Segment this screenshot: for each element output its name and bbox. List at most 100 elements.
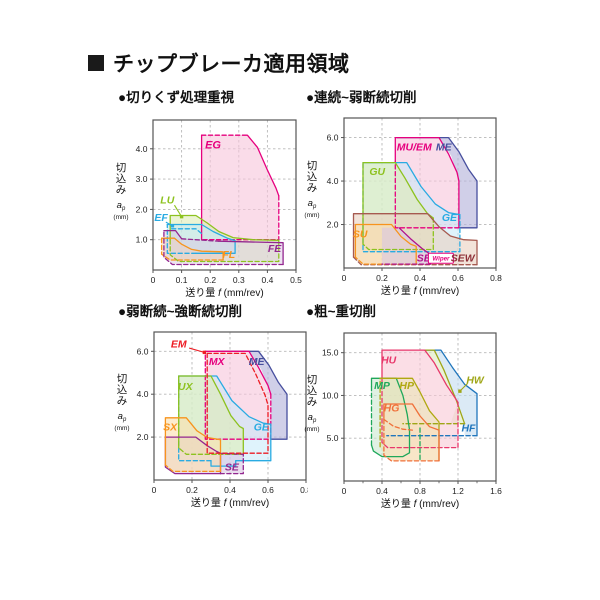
y-axis-label-char: み — [117, 395, 128, 407]
region-fill-ME — [249, 351, 287, 440]
x-tick-label: 0.2 — [204, 275, 216, 285]
region-label-FL: FL — [222, 249, 235, 261]
y-axis-label-unit: (mm) — [113, 214, 128, 221]
region-outline-GE — [362, 161, 461, 216]
region-label-FE: FE — [268, 243, 282, 255]
region-outline-HU — [381, 349, 459, 403]
region-label-MX: MX — [209, 356, 226, 368]
region-label-SE: SE — [225, 461, 240, 473]
label-leader-EM — [189, 347, 205, 353]
region-outline-SEW — [352, 256, 478, 266]
quadrant-chip-control: ●切りくず処理重視 0 0.1 0.2 0.3 0.4 0.5 1.0 2.0 3.0 4.0 送り… — [96, 86, 304, 304]
y-axis-label-char: 込 — [116, 173, 127, 185]
region-label-HU: HU — [381, 355, 397, 367]
x-tick-label: 0.4 — [224, 485, 236, 495]
region-outline-LU — [169, 214, 280, 241]
chart-svg-continuous-cutting: 0 0.2 0.4 0.6 0.8 2.0 4.0 6.0 送り量 f (mm/rev) 切込みa… — [304, 117, 502, 297]
x-tick-label: 0.8 — [414, 486, 426, 496]
page-title: チップブレーカ適用領域 — [88, 48, 350, 78]
y-axis-label-symbol: ap — [308, 198, 317, 210]
region-label-GE: GE — [254, 422, 270, 434]
x-tick-label: 0 — [152, 485, 157, 495]
region-outline-HU — [381, 377, 459, 449]
x-tick-label: 0.6 — [262, 485, 274, 495]
x-tick-label: 1.2 — [452, 486, 464, 496]
region-label-ME: ME — [249, 356, 266, 368]
region-label-HG: HG — [384, 402, 400, 414]
region-outline-FE — [180, 238, 220, 242]
region-fill-EG — [201, 135, 279, 240]
region-outline-ME — [216, 350, 288, 440]
x-tick-label: 0.8 — [490, 273, 502, 283]
subtitle-continuous-cutting: ●連続~弱断続切削 — [306, 90, 417, 105]
region-outline-ME — [396, 136, 478, 229]
region-label-UX: UX — [178, 381, 194, 393]
label-leader-marker-HW — [458, 389, 462, 393]
region-outline-SX — [164, 464, 222, 473]
chart-svg-heavy-cutting: 0 0.4 0.8 1.2 1.6 5.0 10.0 15.0 送り量 f (mm/rev) 切込… — [304, 332, 502, 510]
y-tick-label: 2.0 — [137, 432, 149, 442]
y-tick-label: 2.0 — [136, 204, 148, 214]
region-label-SX: SX — [163, 422, 178, 434]
label-leader-marker-EF — [170, 224, 175, 228]
label-box-Wiper — [427, 252, 454, 264]
y-axis-label-char: 切 — [117, 373, 128, 385]
region-label-SEW: SEW — [451, 252, 476, 264]
region-outline-HG — [383, 418, 440, 462]
y-tick-label: 6.0 — [327, 133, 339, 143]
chart-svg-chip-control: 0 0.1 0.2 0.3 0.4 0.5 1.0 2.0 3.0 4.0 送り量 f (mm/re… — [113, 119, 302, 299]
y-axis-label-char: 込 — [117, 384, 128, 396]
region-label-HP: HP — [399, 380, 415, 392]
quadrant-interrupted-cutting: ●弱断続~強断続切削 0 0.2 0.4 0.6 0.8 2.0 4.0 6.0 送り量 f (… — [96, 300, 308, 520]
y-axis-label-char: 込 — [307, 171, 318, 183]
region-outline-EF — [166, 223, 236, 254]
y-tick-label: 4.0 — [136, 144, 148, 154]
x-tick-label: 0.1 — [176, 275, 188, 285]
label-leader-marker-EM — [202, 350, 207, 355]
region-outline-SU — [354, 223, 417, 265]
subtitle-interrupted-cutting: ●弱断続~強断続切削 — [118, 304, 243, 319]
x-tick-label: 0.2 — [186, 485, 198, 495]
region-label-GU: GU — [369, 166, 385, 178]
subtitle-chip-control: ●切りくず処理重視 — [118, 90, 235, 105]
x-tick-label: 0.8 — [300, 485, 308, 495]
subtitle-heavy-cutting: ●粗~重切削 — [306, 304, 377, 319]
region-outline-GE — [178, 375, 272, 467]
region-label-HF: HF — [461, 423, 476, 435]
x-tick-label: 0.3 — [233, 275, 245, 285]
x-tick-label: 1.6 — [490, 486, 502, 496]
x-tick-label: 0.2 — [376, 273, 388, 283]
region-label-LU: LU — [160, 195, 174, 207]
y-axis-label-char: み — [116, 184, 127, 196]
x-tick-label: 0.4 — [261, 275, 273, 285]
x-axis-label: 送り量 f (mm/rev) — [185, 286, 263, 299]
title-square-icon — [88, 55, 104, 71]
region-outline-EG — [246, 134, 280, 197]
y-tick-label: 2.0 — [327, 220, 339, 230]
x-tick-label: 0.6 — [452, 273, 464, 283]
label-leader-marker-LU — [179, 214, 184, 219]
region-outline-FL — [160, 237, 224, 261]
y-axis-label-symbol: ap — [118, 411, 127, 423]
quadrant-heavy-cutting: ●粗~重切削 0 0.4 0.8 1.2 1.6 5.0 10.0 15.0 送り量 f (mm… — [300, 300, 508, 520]
y-tick-label: 10.0 — [322, 390, 339, 400]
x-axis-label: 送り量 f (mm/rev) — [381, 497, 459, 510]
y-axis-label-unit: (mm) — [114, 425, 129, 432]
region-label-MP: MP — [374, 380, 391, 392]
y-tick-label: 4.0 — [327, 176, 339, 186]
region-outline-MU/EM — [394, 136, 460, 229]
x-tick-label: 0 — [342, 273, 347, 283]
region-fill-SE — [382, 227, 431, 265]
region-label-HW: HW — [466, 374, 485, 386]
region-outline-SEW — [352, 213, 478, 266]
label-leader-LU — [173, 204, 183, 217]
region-outline-HF — [424, 349, 478, 437]
y-axis-label-char: 込 — [307, 385, 318, 397]
region-outline-SX — [164, 417, 222, 473]
region-outline-MU/EM — [394, 160, 460, 229]
x-tick-label: 0.4 — [414, 273, 426, 283]
region-outline-FL — [160, 237, 224, 261]
y-tick-label: 1.0 — [136, 235, 148, 245]
region-outline-UX — [178, 447, 244, 455]
